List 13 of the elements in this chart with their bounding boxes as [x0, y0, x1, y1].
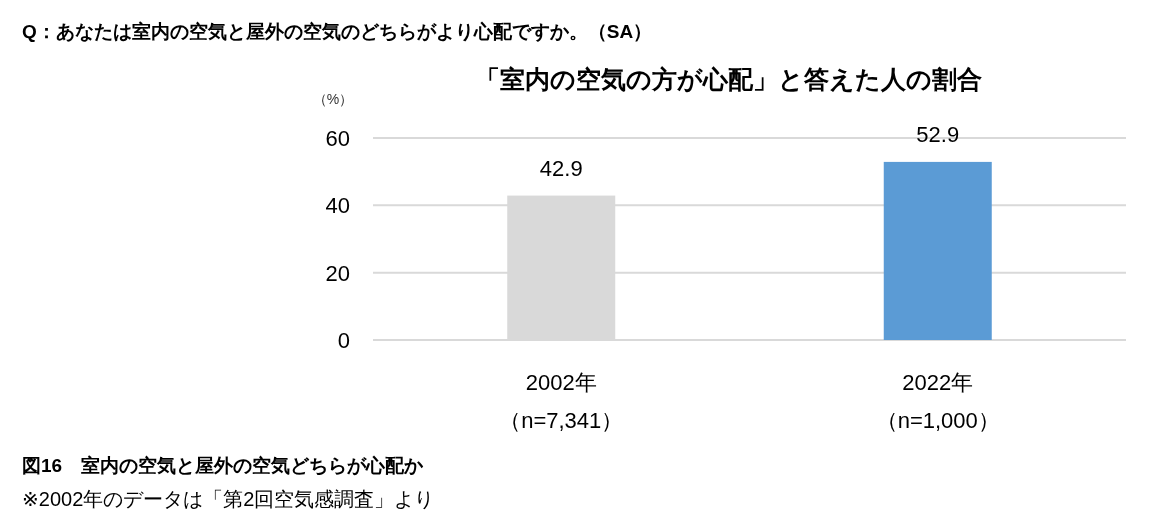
- chart-title: 「室内の空気の方が心配」と答えた人の割合: [474, 65, 982, 93]
- data-label: 52.9: [916, 121, 960, 147]
- y-tick-label: 0: [337, 328, 350, 353]
- caption: 図16 室内の空気と屋外の空気どちらが心配か: [22, 455, 425, 476]
- y-tick-label: 20: [325, 260, 350, 286]
- y-tick-label: 60: [325, 126, 350, 151]
- data-label: 42.9: [539, 155, 583, 181]
- x-tick-label: 2002年（n=7,341）: [499, 370, 624, 433]
- y-axis-title: （%）: [312, 91, 354, 107]
- text: ※2002年のデータは「第2回空気感調査」より: [22, 488, 435, 510]
- y-tick-label: 40: [325, 193, 350, 219]
- chart-subtitle: Q：あなたは室内の空気と屋外の空気のどちらがより心配ですか。（SA）: [22, 21, 653, 42]
- x-tick-label: 2022年（n=1,000）: [875, 370, 1000, 433]
